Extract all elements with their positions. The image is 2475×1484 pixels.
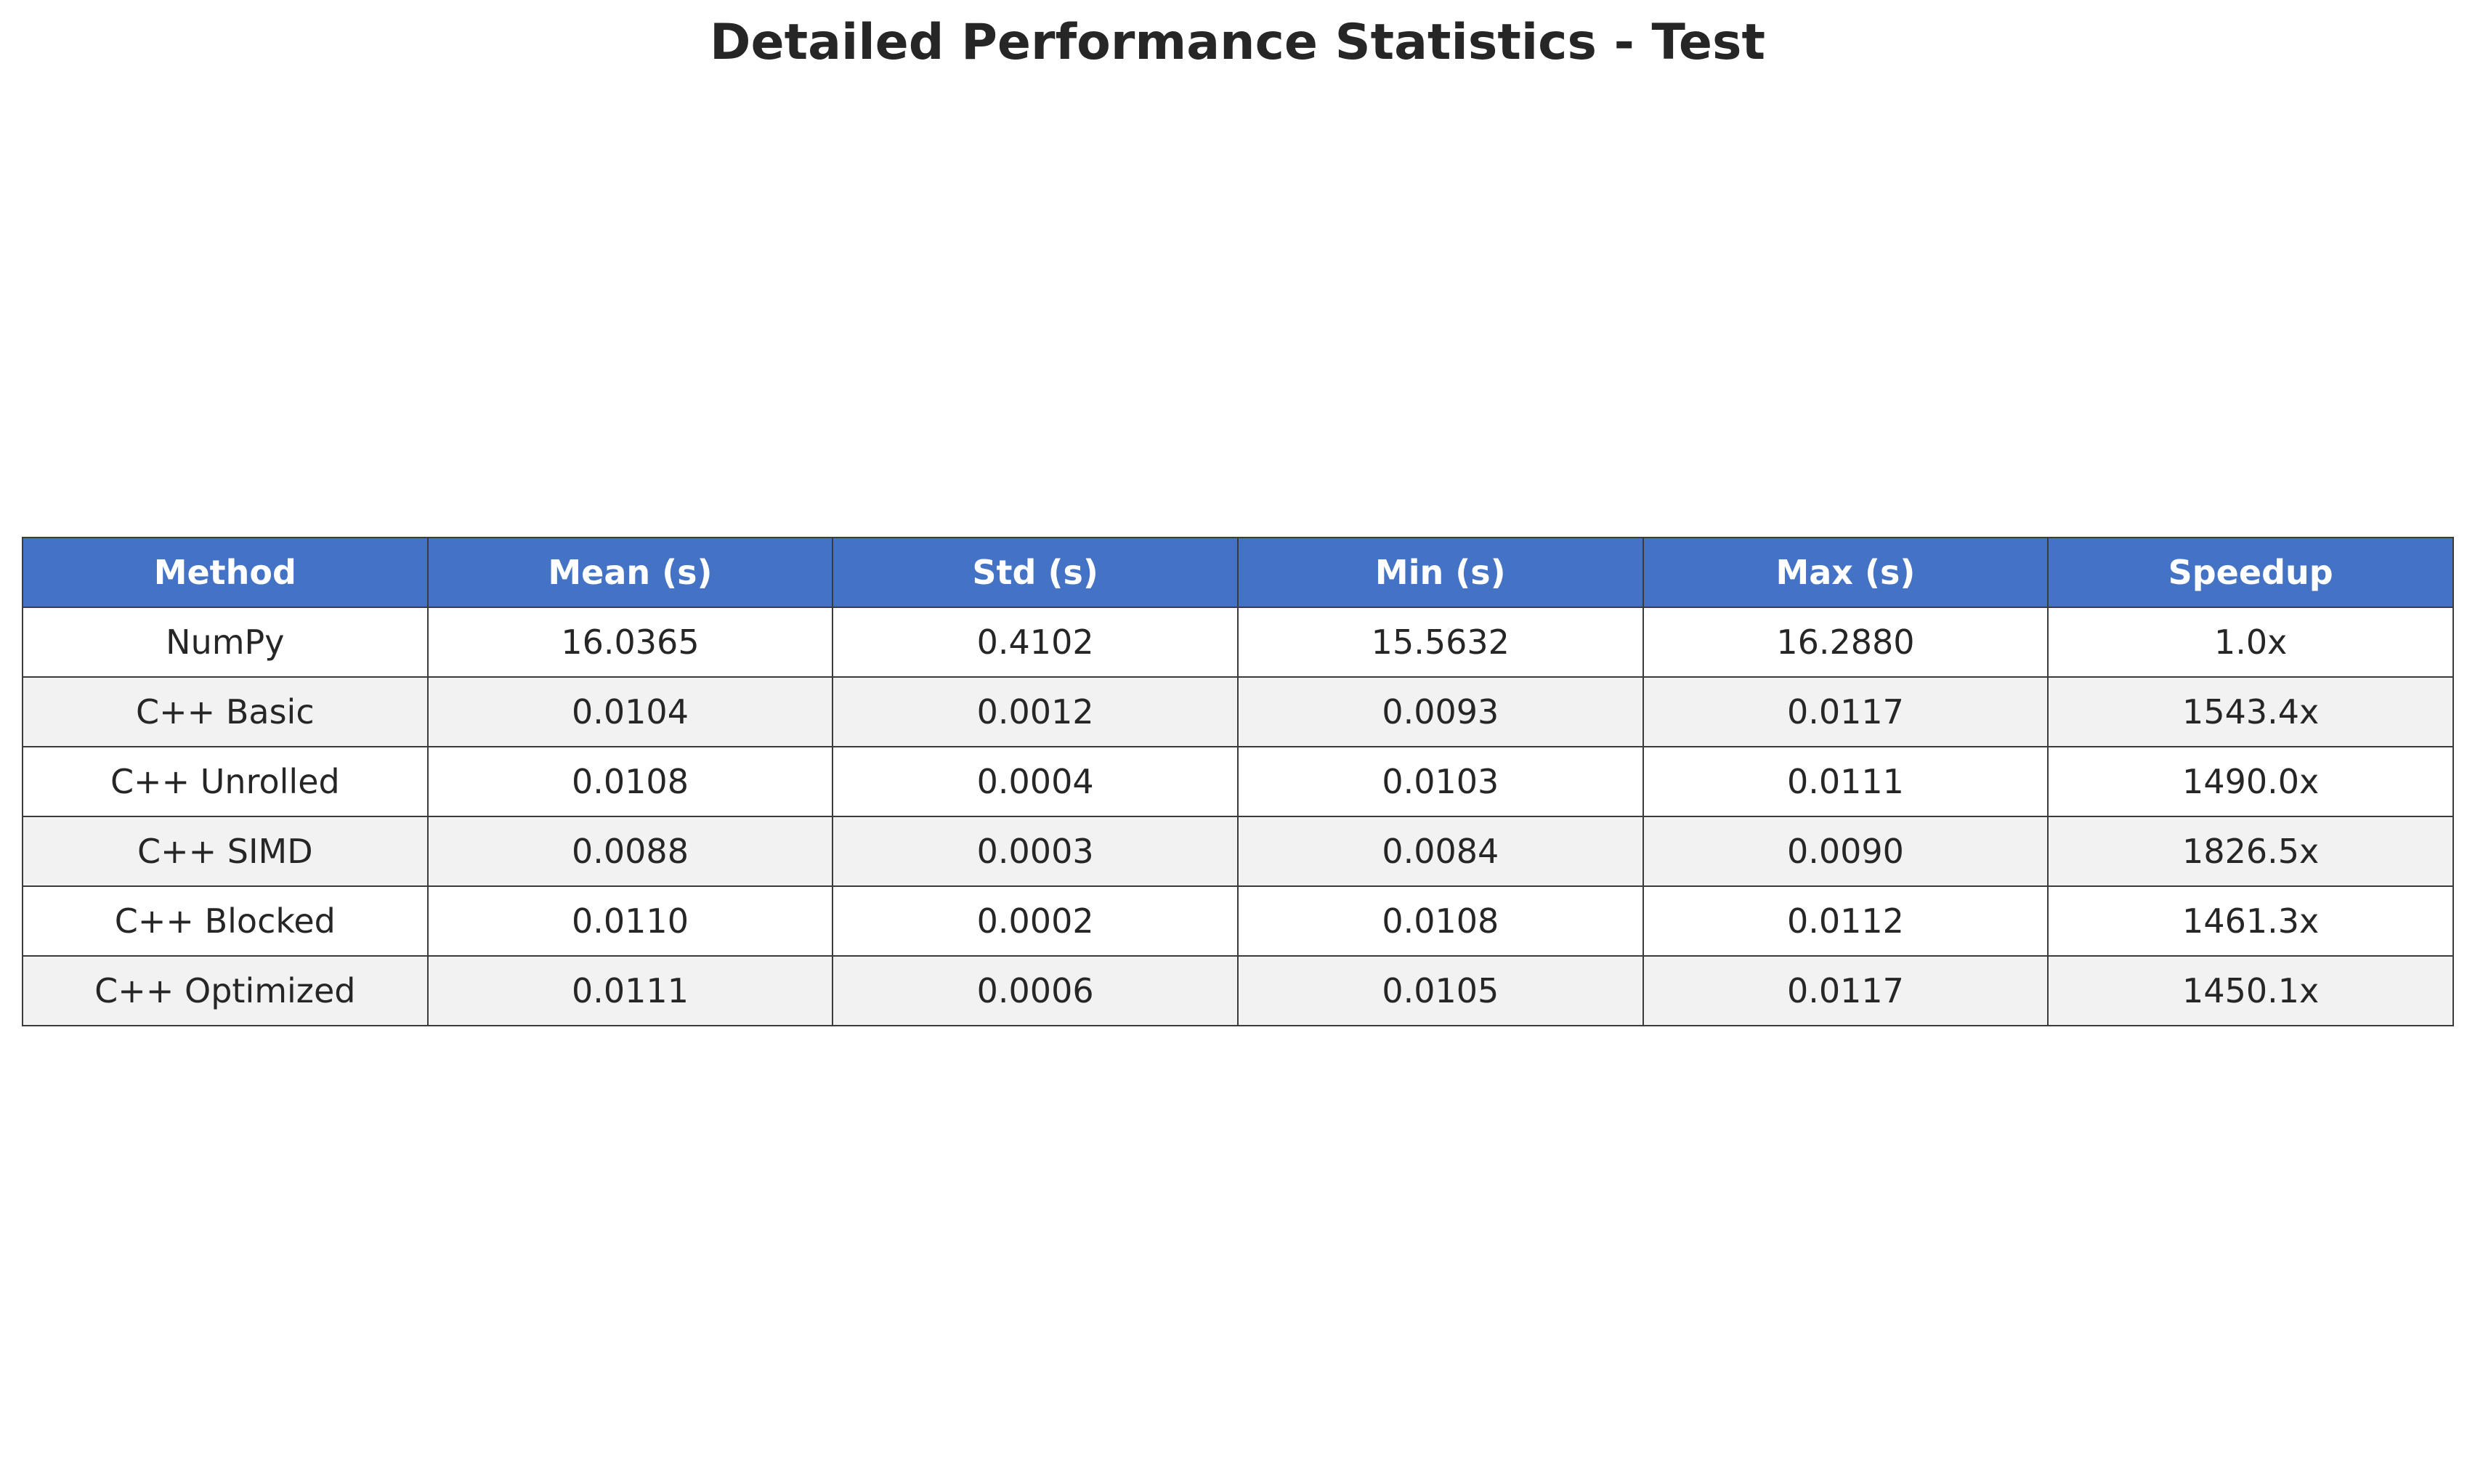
table-cell: 0.0002 [832,885,1239,957]
table-row: C++ Blocked 0.0110 0.0002 0.0108 0.0112 … [22,885,2454,957]
table-cell: 0.0110 [426,885,834,957]
table-cell: 0.0084 [1236,816,1644,887]
table-cell: 16.2880 [1642,607,2049,678]
table-cell: 0.0104 [426,676,834,747]
table-cell: 0.0088 [426,816,834,887]
table-row: C++ Optimized 0.0111 0.0006 0.0105 0.011… [22,955,2454,1026]
table-cell: C++ SIMD [22,816,429,887]
table-cell: 0.0117 [1642,676,2049,747]
table-cell: NumPy [22,607,429,678]
table-cell: 1490.0x [2047,746,2454,817]
table-header-row: Method Mean (s) Std (s) Min (s) Max (s) … [22,537,2454,608]
table-cell: C++ Basic [22,676,429,747]
table-row: C++ Basic 0.0104 0.0012 0.0093 0.0117 15… [22,676,2454,747]
column-header: Max (s) [1642,537,2049,608]
table-cell: 0.0004 [832,746,1239,817]
table-cell: C++ Blocked [22,885,429,957]
table-cell: 1543.4x [2047,676,2454,747]
table-cell: 1826.5x [2047,816,2454,887]
table-cell: 15.5632 [1236,607,1644,678]
table-cell: 0.0112 [1642,885,2049,957]
table-cell: 16.0365 [426,607,834,678]
column-header: Std (s) [832,537,1239,608]
table-row: C++ SIMD 0.0088 0.0003 0.0084 0.0090 182… [22,816,2454,887]
table-cell: 0.0108 [426,746,834,817]
table-cell: 0.0111 [426,955,834,1026]
column-header: Method [22,537,429,608]
table-row: C++ Unrolled 0.0108 0.0004 0.0103 0.0111… [22,746,2454,817]
table-cell: 0.0090 [1642,816,2049,887]
table-cell: 0.0012 [832,676,1239,747]
table-cell: C++ Unrolled [22,746,429,817]
table-cell: 0.0093 [1236,676,1644,747]
table-cell: 1450.1x [2047,955,2454,1026]
table-cell: 0.0105 [1236,955,1644,1026]
column-header: Speedup [2047,537,2454,608]
performance-table: Method Mean (s) Std (s) Min (s) Max (s) … [22,537,2454,1026]
table-cell: 0.0103 [1236,746,1644,817]
column-header: Min (s) [1236,537,1644,608]
chart-title: Detailed Performance Statistics - Test [710,14,1765,71]
table-cell: 0.0117 [1642,955,2049,1026]
column-header: Mean (s) [426,537,834,608]
table-cell: 1461.3x [2047,885,2454,957]
table-row: NumPy 16.0365 0.4102 15.5632 16.2880 1.0… [22,607,2454,678]
table-cell: 0.0003 [832,816,1239,887]
table-cell: 0.4102 [832,607,1239,678]
table-cell: 1.0x [2047,607,2454,678]
table-cell: 0.0108 [1236,885,1644,957]
table-cell: 0.0006 [832,955,1239,1026]
table-cell: 0.0111 [1642,746,2049,817]
table-cell: C++ Optimized [22,955,429,1026]
